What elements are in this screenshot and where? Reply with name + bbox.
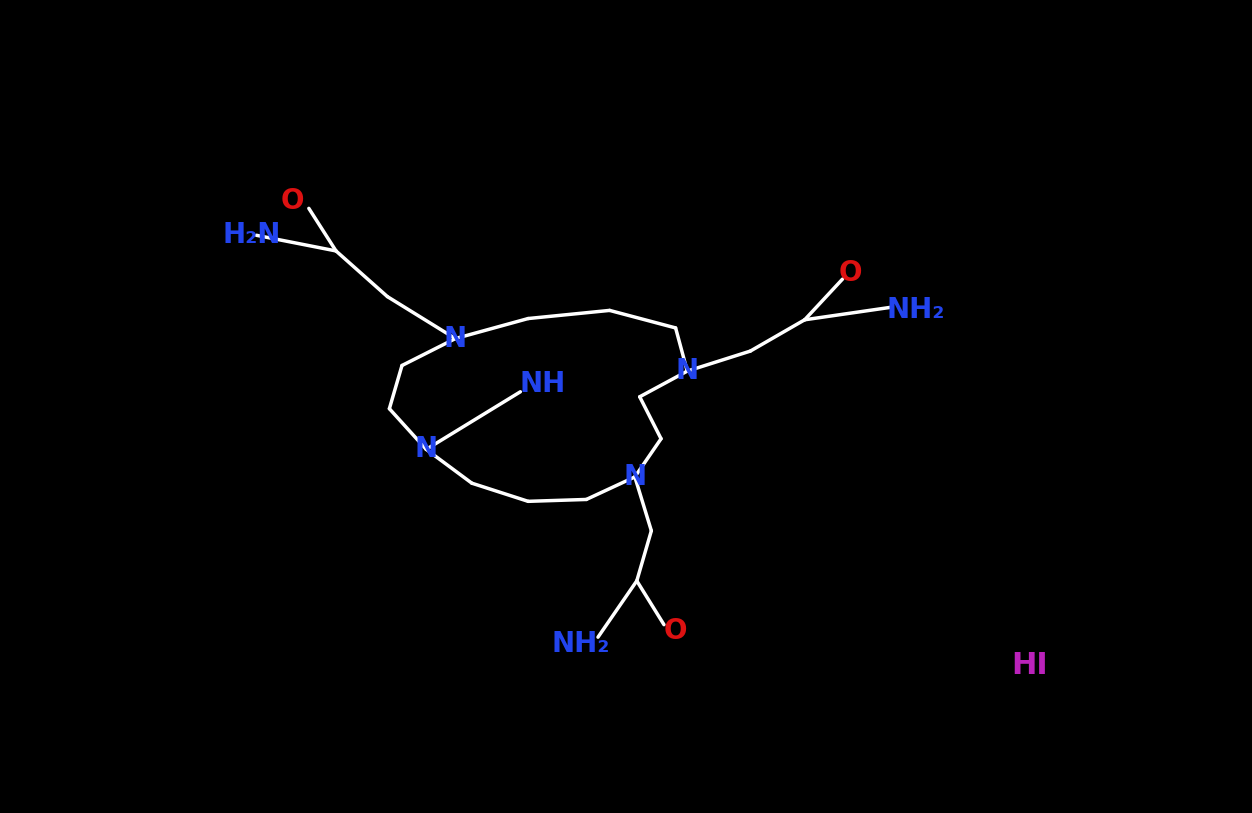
Text: N: N [414,436,438,463]
Text: O: O [280,187,304,215]
Text: HI: HI [1012,651,1048,680]
Text: N: N [676,357,699,385]
Text: O: O [839,259,863,287]
Text: O: O [664,617,687,645]
Text: H₂N: H₂N [223,221,280,250]
Text: NH₂: NH₂ [551,630,610,658]
Text: NH₂: NH₂ [886,297,944,324]
Text: N: N [443,324,467,353]
Text: N: N [623,463,646,491]
Text: NH: NH [520,370,566,398]
